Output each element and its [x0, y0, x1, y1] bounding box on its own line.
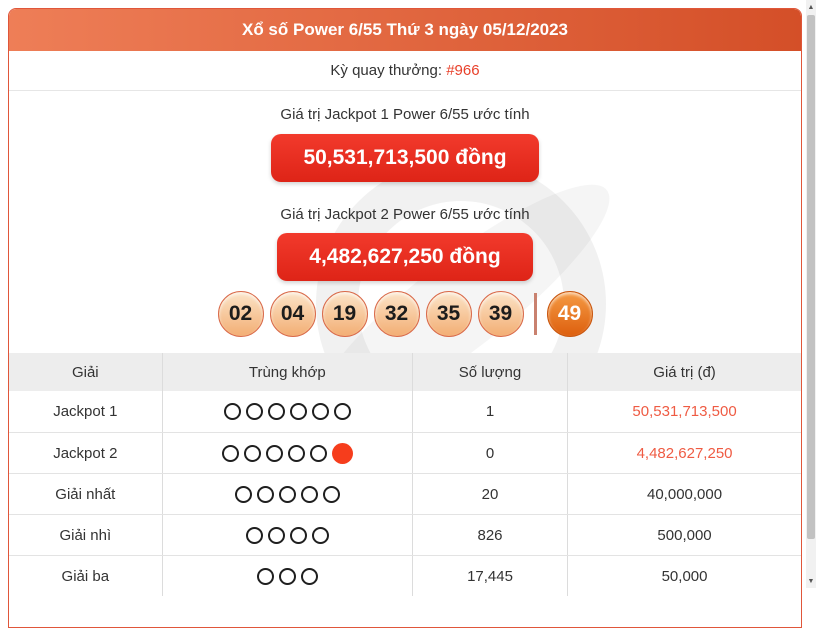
match-circles	[221, 442, 353, 464]
match-circles	[245, 526, 329, 544]
open-circle-icon	[221, 444, 239, 462]
open-circle-icon	[311, 403, 329, 420]
table-row: Giải nhất 20 40,000,000	[9, 473, 801, 514]
prize-value: 50,000	[661, 567, 708, 585]
header-quantity: Số lượng	[413, 353, 569, 391]
vertical-scrollbar[interactable]: ▲ ▼	[806, 0, 816, 588]
draw-period-label: Kỳ quay thưởng:	[330, 62, 447, 79]
open-circle-icon	[300, 485, 318, 503]
power-ball: 49	[546, 291, 593, 337]
open-circle-icon	[223, 403, 241, 420]
prize-name: Giải nhì	[9, 515, 163, 555]
power-ball-divider	[533, 293, 537, 335]
open-circle-icon	[256, 485, 274, 503]
draw-period-row: Kỳ quay thưởng: #966	[9, 51, 801, 91]
open-circle-icon	[333, 403, 351, 420]
open-circle-icon	[287, 444, 305, 462]
match-circles	[234, 485, 340, 503]
header-match: Trùng khớp	[163, 353, 413, 391]
jackpot1-label: Giá trị Jackpot 1 Power 6/55 ước tính	[280, 106, 530, 123]
prize-name: Giải ba	[9, 556, 163, 596]
match-cell	[163, 474, 413, 514]
scroll-down-icon[interactable]: ▼	[806, 574, 816, 588]
table-row: Jackpot 2 0 4,482,627,250	[9, 432, 801, 473]
winning-numbers: 02 04 19 32 35 39 49	[9, 291, 801, 337]
match-circles	[256, 567, 318, 585]
open-circle-icon	[289, 403, 307, 420]
lottery-ball: 02	[217, 291, 264, 337]
open-circle-icon	[267, 403, 285, 420]
open-circle-icon	[300, 567, 318, 585]
prize-value: 500,000	[657, 526, 712, 544]
open-circle-icon	[322, 485, 340, 503]
open-circle-icon	[234, 485, 252, 503]
open-circle-icon	[289, 526, 307, 544]
prize-name: Giải nhất	[9, 474, 163, 514]
quantity-value: 0	[413, 433, 569, 473]
lottery-ball: 35	[425, 291, 472, 337]
table-row: Giải nhì 826 500,000	[9, 514, 801, 555]
page-title: Xổ số Power 6/55 Thứ 3 ngày 05/12/2023	[9, 9, 801, 51]
open-circle-icon	[245, 403, 263, 420]
match-cell	[163, 433, 413, 473]
draw-period-number: #966	[446, 62, 480, 79]
prize-value: 4,482,627,250	[636, 444, 733, 462]
lottery-results-panel: Xổ số Power 6/55 Thứ 3 ngày 05/12/2023 K…	[8, 8, 802, 628]
prize-table: Giải Trùng khớp Số lượng Giá trị (đ) Jac…	[9, 353, 801, 596]
scrollbar-thumb[interactable]	[807, 15, 815, 539]
prize-table-header: Giải Trùng khớp Số lượng Giá trị (đ)	[9, 353, 801, 391]
quantity-value: 17,445	[413, 556, 569, 596]
prize-value: 50,531,713,500	[632, 403, 737, 420]
match-cell	[163, 556, 413, 596]
open-circle-icon	[243, 444, 261, 462]
header-prize: Giải	[9, 353, 163, 391]
open-circle-icon	[267, 526, 285, 544]
open-circle-icon	[278, 485, 296, 503]
match-cell	[163, 391, 413, 432]
open-circle-icon	[265, 444, 283, 462]
prize-table-body: Jackpot 1 1 50,531,713,500 Jackpot 2 0 4,482,…	[9, 391, 801, 596]
scroll-up-icon[interactable]: ▲	[806, 0, 816, 14]
open-circle-icon	[278, 567, 296, 585]
quantity-value: 826	[413, 515, 569, 555]
table-row: Giải ba 17,445 50,000	[9, 555, 801, 596]
header-value: Giá trị (đ)	[653, 363, 716, 381]
prize-name: Jackpot 2	[9, 433, 163, 473]
quantity-value: 1	[413, 391, 569, 432]
open-circle-icon	[256, 567, 274, 585]
prize-name: Jackpot 1	[9, 391, 163, 432]
quantity-value: 20	[413, 474, 569, 514]
lottery-ball: 04	[269, 291, 316, 337]
lottery-ball: 32	[373, 291, 420, 337]
open-circle-icon	[245, 526, 263, 544]
jackpot2-label: Giá trị Jackpot 2 Power 6/55 ước tính	[280, 206, 530, 223]
match-cell	[163, 515, 413, 555]
jackpot1-value-button[interactable]: 50,531,713,500 đồng	[271, 134, 539, 182]
lottery-ball: 19	[321, 291, 368, 337]
match-circles	[223, 403, 351, 420]
open-circle-icon	[309, 444, 327, 462]
prize-value: 40,000,000	[647, 485, 723, 503]
open-circle-icon	[311, 526, 329, 544]
table-row: Jackpot 1 1 50,531,713,500	[9, 391, 801, 432]
filled-circle-icon	[331, 442, 353, 464]
jackpot2-value-button[interactable]: 4,482,627,250 đồng	[277, 233, 533, 281]
lottery-ball: 39	[477, 291, 524, 337]
